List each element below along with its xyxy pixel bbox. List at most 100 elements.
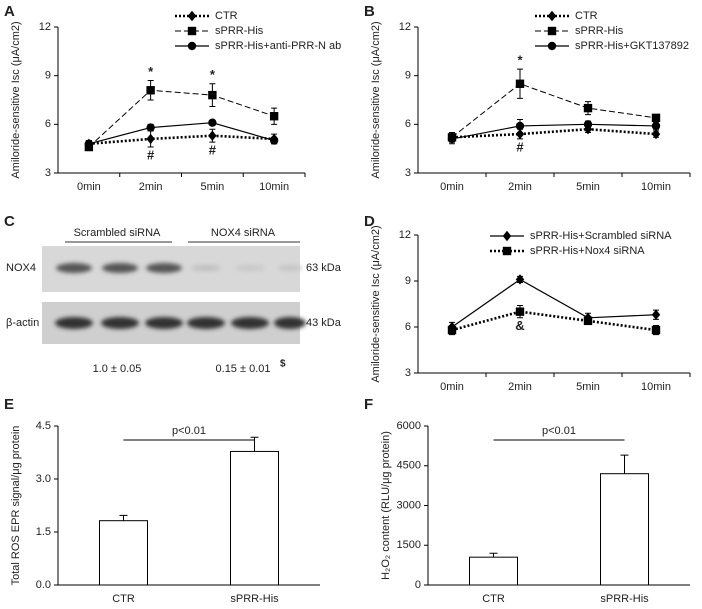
y-tick-label: 3 (45, 167, 51, 179)
error-bar (119, 514, 128, 521)
band (191, 265, 221, 271)
y-tick-label: 3 (405, 167, 411, 179)
quantification: 1.0 ± 0.05 (93, 363, 142, 375)
legend-label: sPRR-His (215, 25, 264, 37)
row-label: β-actin (6, 317, 39, 329)
legend-label: sPRR-His (575, 25, 624, 37)
marker (84, 139, 94, 148)
marker (146, 86, 155, 95)
y-tick-label: 3000 (397, 499, 421, 511)
band (146, 263, 182, 273)
legend-marker (547, 26, 557, 36)
note: $ (280, 359, 286, 370)
annotation: * (517, 53, 523, 68)
series-line (88, 134, 275, 146)
y-axis-label: Amiloride-sensitive Isc (μA/cm2) (10, 21, 22, 178)
legend-label: sPRR-His+Scrambled siRNA (530, 230, 672, 242)
panel-letter: C (4, 213, 15, 230)
marker (146, 123, 155, 132)
series-line (451, 310, 657, 332)
significance-label: p<0.01 (172, 425, 206, 437)
marker (515, 121, 525, 131)
y-tick-label: 12 (39, 21, 51, 33)
x-tick-label: sPRR-His (600, 593, 649, 605)
legend-label: CTR (575, 10, 598, 22)
panel-letter: E (4, 396, 14, 413)
marker (583, 120, 593, 129)
x-tick-label: CTR (112, 593, 135, 605)
x-tick-label: 2min (139, 181, 163, 193)
x-tick-label: 5min (576, 181, 600, 193)
annotation: * (148, 64, 154, 79)
legend-label: sPRR-His+anti-PRR-N ab (215, 40, 341, 52)
panel-letter: A (4, 3, 15, 20)
bar (230, 450, 279, 586)
series-line (88, 89, 275, 148)
x-tick-label: 10min (259, 181, 289, 193)
band (102, 263, 138, 273)
panel-letter: F (364, 396, 373, 413)
legend-marker (502, 246, 512, 256)
legend-label: sPRR-His+Nox4 siRNA (530, 245, 645, 257)
marker (515, 274, 525, 285)
y-tick-label: 4500 (397, 460, 421, 472)
y-tick-label: 6 (405, 321, 411, 333)
blot-panel: C Scrambled siRNA NOX4 siRNA NOX4 63 kDa… (4, 213, 342, 375)
bar (99, 520, 148, 586)
error-bar (620, 454, 629, 474)
marker (583, 316, 593, 326)
band (101, 317, 139, 329)
x-tick-label: 10min (641, 181, 671, 193)
marker (515, 307, 525, 316)
quantification: 0.15 ± 0.01 (216, 363, 271, 375)
legend-marker (187, 26, 197, 36)
series-line (451, 123, 657, 140)
y-tick-label: 0.0 (36, 579, 51, 591)
annotation: * (210, 67, 216, 82)
y-tick-label: 6 (405, 118, 411, 130)
band (231, 317, 269, 329)
significance-label: p<0.01 (542, 425, 576, 437)
band (56, 263, 92, 273)
legend-marker (187, 41, 197, 51)
x-tick-label: 5min (200, 181, 224, 193)
band (274, 317, 306, 329)
marker (208, 130, 217, 141)
y-tick-label: 3 (405, 367, 411, 379)
marker (651, 121, 661, 131)
error-bar (250, 436, 259, 452)
group-label: NOX4 siRNA (211, 227, 276, 239)
marker (651, 113, 661, 123)
x-tick-label: 0min (440, 181, 464, 193)
legend-marker (547, 41, 557, 51)
legend-marker (502, 230, 512, 242)
marker (515, 128, 525, 140)
band (187, 317, 225, 329)
x-tick-label: 2min (508, 181, 532, 193)
annotation: # (516, 139, 524, 154)
y-tick-label: 0 (415, 579, 421, 591)
marker (146, 133, 155, 145)
row-size: 63 kDa (306, 262, 342, 274)
y-tick-label: 6 (45, 118, 51, 130)
bar (600, 473, 649, 586)
marker (447, 325, 457, 335)
panel-letter: D (364, 213, 375, 230)
annotation: # (147, 147, 155, 162)
marker (651, 325, 661, 335)
y-tick-label: 6000 (397, 420, 421, 432)
series-line (88, 122, 275, 145)
y-tick-label: 12 (399, 21, 411, 33)
marker (447, 134, 457, 144)
legend-label: sPRR-His+GKT137892 (575, 40, 689, 52)
marker (515, 79, 525, 88)
x-tick-label: CTR (482, 593, 505, 605)
legend-marker (547, 10, 557, 22)
x-tick-label: 10min (641, 381, 671, 393)
y-axis-label: Amiloride-sensitive Isc (μA/cm2) (370, 225, 382, 382)
y-axis-label: Total ROS EPR signal/μg protein (10, 426, 22, 586)
marker (269, 112, 279, 121)
x-tick-label: sPRR-His (230, 593, 279, 605)
marker (651, 128, 661, 140)
